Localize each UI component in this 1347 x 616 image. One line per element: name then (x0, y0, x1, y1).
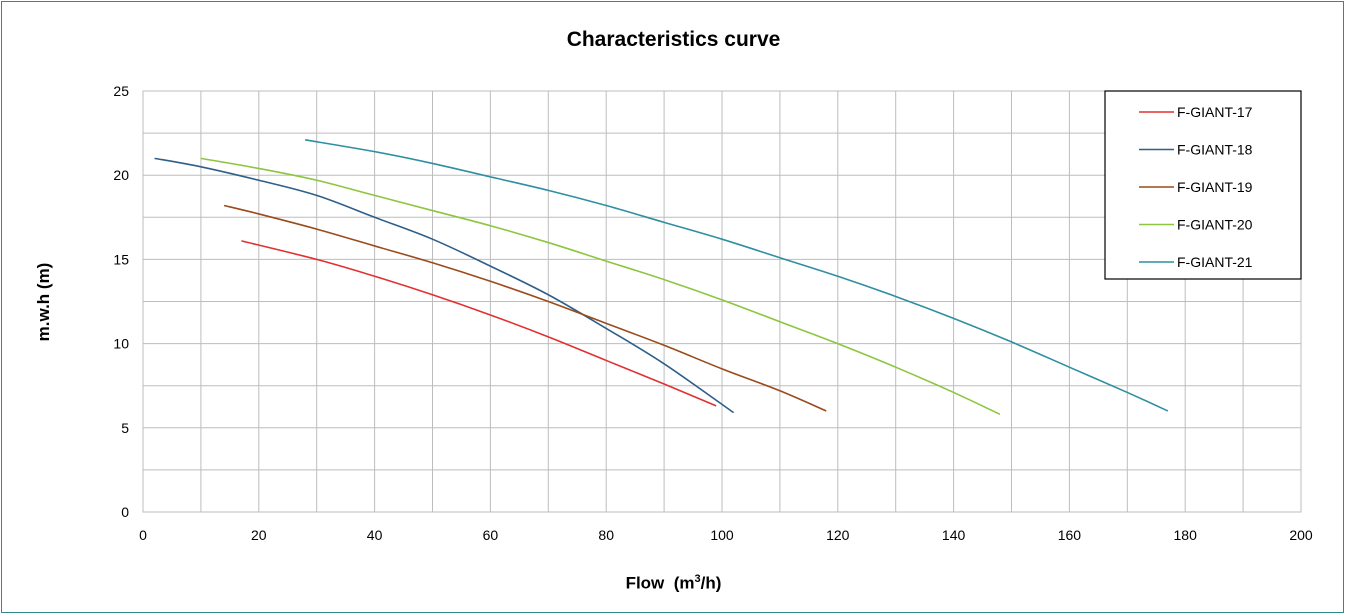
x-axis-label: Flow (m3/h) (0, 573, 1347, 594)
plot-area (142, 90, 1302, 513)
legend-label: F-GIANT-20 (1177, 217, 1253, 233)
x-tick-label: 40 (367, 527, 383, 543)
series-line-f-giant-19 (223, 204, 827, 412)
series-line-f-giant-20 (200, 157, 1001, 416)
y-tick-label: 20 (113, 167, 129, 183)
y-tick-label: 0 (121, 504, 129, 520)
grid (142, 90, 1302, 513)
x-tick-label: 60 (483, 527, 499, 543)
x-tick-label: 0 (139, 527, 147, 543)
y-tick-label: 10 (113, 336, 129, 352)
y-tick-label: 15 (113, 251, 129, 267)
legend-label: F-GIANT-21 (1177, 254, 1253, 270)
x-tick-label: 80 (598, 527, 614, 543)
x-axis-unit-suffix: /h) (700, 573, 722, 593)
x-axis-unit-prefix: (m (673, 573, 695, 593)
legend: F-GIANT-17 F-GIANT-18 F-GIANT-19 F-GIANT-20… (1104, 90, 1302, 280)
legend-label: F-GIANT-17 (1177, 104, 1253, 120)
x-axis-unit-sup: 3 (694, 573, 701, 585)
x-tick-label: 200 (1289, 527, 1313, 543)
legend-box (1104, 90, 1302, 280)
series-lines (154, 139, 1169, 416)
x-tick-label: 140 (942, 527, 966, 543)
series-line-f-giant-21 (304, 139, 1169, 412)
x-tick-label: 100 (710, 527, 734, 543)
legend-label: F-GIANT-19 (1177, 179, 1253, 195)
x-tick-label: 160 (1058, 527, 1082, 543)
y-tick-label: 25 (113, 83, 129, 99)
series-line-f-giant-18 (154, 157, 735, 414)
y-tick-label: 5 (121, 420, 129, 436)
x-tick-label: 180 (1174, 527, 1198, 543)
chart-title: Characteristics curve (566, 28, 781, 51)
tick-labels: 0 20 40 60 80 100 120 140 160 180 200 0 5 10 15 20 25 (113, 83, 1312, 543)
x-tick-label: 20 (251, 527, 267, 543)
legend-label: F-GIANT-18 (1177, 142, 1253, 158)
x-tick-label: 120 (826, 527, 850, 543)
series-line-f-giant-17 (241, 240, 717, 407)
x-axis-label-text: Flow (625, 573, 665, 593)
